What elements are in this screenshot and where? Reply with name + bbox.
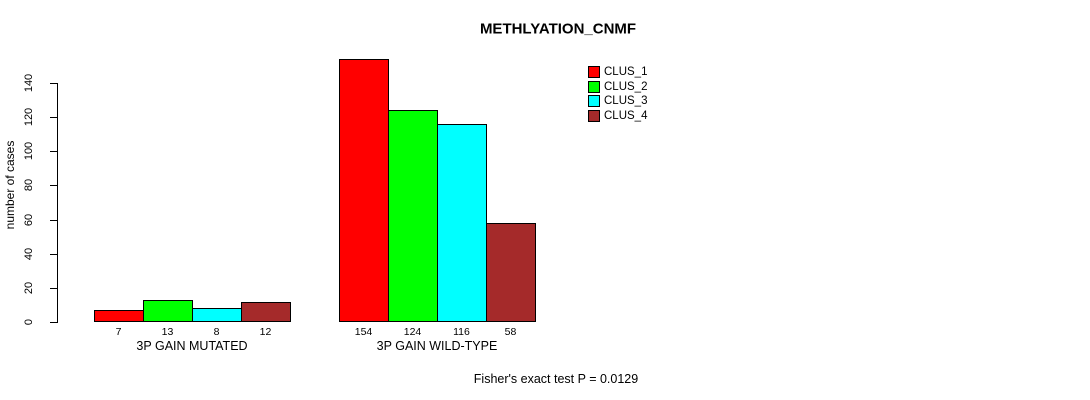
y-axis-tick <box>50 151 57 152</box>
y-axis-tick <box>50 254 57 255</box>
legend-label: CLUS_2 <box>604 80 648 93</box>
bar-value-label: 154 <box>354 326 373 338</box>
legend-swatch-clus_1 <box>588 66 600 78</box>
y-axis-tick <box>50 220 57 221</box>
legend-label: CLUS_3 <box>604 95 648 107</box>
y-axis-line <box>57 83 58 323</box>
x-group-label: 3P GAIN MUTATED <box>136 339 248 353</box>
legend-label: CLUS_1 <box>604 66 648 78</box>
footer-annotation: Fisher's exact test P = 0.0129 <box>473 372 639 386</box>
y-axis-tick <box>50 288 57 289</box>
y-axis-tick <box>50 83 57 84</box>
y-axis-tick <box>50 117 57 118</box>
bar-clus_1-wildtype <box>339 59 389 322</box>
x-group-label: 3P GAIN WILD-TYPE <box>376 339 498 353</box>
bar-clus_3-mutated <box>192 308 242 322</box>
y-axis-tick <box>50 185 57 186</box>
bar-value-label: 8 <box>213 326 220 338</box>
legend-swatch-clus_2 <box>588 80 600 93</box>
legend-label: CLUS_4 <box>604 109 648 122</box>
y-axis-tick-label: 80 <box>23 178 35 192</box>
bar-clus_4-mutated <box>241 302 291 322</box>
legend-swatch-clus_4 <box>588 109 600 122</box>
y-axis-tick-label: 100 <box>23 141 35 161</box>
bar-value-label: 116 <box>453 326 470 338</box>
bar-clus_1-mutated <box>94 310 144 322</box>
bar-clus_3-wildtype <box>437 124 487 322</box>
bar-value-label: 58 <box>504 326 517 338</box>
y-axis-tick-label: 120 <box>23 107 35 127</box>
bar-value-label: 124 <box>403 326 422 338</box>
y-axis-title: number of cases <box>3 140 17 230</box>
bar-value-label: 13 <box>161 326 174 338</box>
bar-clus_2-wildtype <box>388 110 438 322</box>
y-axis-tick-label: 140 <box>23 73 35 93</box>
legend-swatch-clus_3 <box>588 95 600 107</box>
bar-value-label: 7 <box>115 326 122 338</box>
bar-clus_2-mutated <box>143 300 193 322</box>
y-axis-tick-label: 40 <box>23 247 35 261</box>
y-axis-tick-label: 0 <box>23 318 35 326</box>
y-axis-tick-label: 20 <box>23 281 35 295</box>
bar-value-label: 12 <box>259 326 272 338</box>
y-axis-tick-label: 60 <box>23 213 35 227</box>
chart-title: METHLYATION_CNMF <box>479 20 637 38</box>
y-axis-tick <box>50 322 57 323</box>
bar-clus_4-wildtype <box>486 223 536 322</box>
